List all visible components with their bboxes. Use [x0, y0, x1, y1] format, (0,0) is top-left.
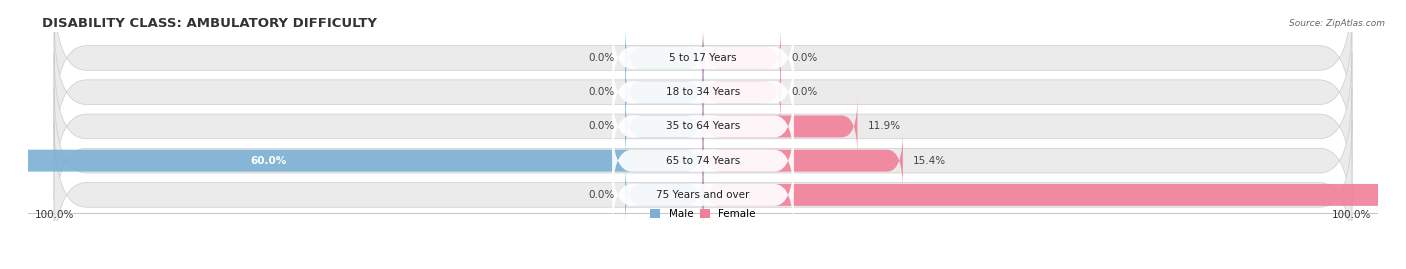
- Text: 75 Years and over: 75 Years and over: [657, 190, 749, 200]
- Legend: Male, Female: Male, Female: [650, 209, 756, 219]
- FancyBboxPatch shape: [53, 19, 1353, 165]
- FancyBboxPatch shape: [612, 52, 794, 133]
- FancyBboxPatch shape: [612, 154, 794, 235]
- Text: 0.0%: 0.0%: [589, 87, 614, 97]
- Text: 18 to 34 Years: 18 to 34 Years: [666, 87, 740, 97]
- Text: 0.0%: 0.0%: [589, 121, 614, 132]
- Text: 11.9%: 11.9%: [868, 121, 901, 132]
- FancyBboxPatch shape: [703, 96, 858, 157]
- Text: 35 to 64 Years: 35 to 64 Years: [666, 121, 740, 132]
- Text: 100.0%: 100.0%: [35, 210, 75, 220]
- FancyBboxPatch shape: [612, 17, 794, 98]
- Text: 0.0%: 0.0%: [589, 53, 614, 63]
- FancyBboxPatch shape: [703, 165, 1406, 225]
- Text: DISABILITY CLASS: AMBULATORY DIFFICULTY: DISABILITY CLASS: AMBULATORY DIFFICULTY: [42, 17, 377, 30]
- Text: 100.0%: 100.0%: [1331, 210, 1371, 220]
- Text: Source: ZipAtlas.com: Source: ZipAtlas.com: [1289, 19, 1385, 28]
- Text: 15.4%: 15.4%: [914, 156, 946, 166]
- FancyBboxPatch shape: [626, 62, 703, 122]
- Text: 0.0%: 0.0%: [792, 53, 817, 63]
- Text: 60.0%: 60.0%: [250, 156, 287, 166]
- FancyBboxPatch shape: [0, 130, 703, 191]
- FancyBboxPatch shape: [626, 96, 703, 157]
- Text: 0.0%: 0.0%: [589, 190, 614, 200]
- FancyBboxPatch shape: [53, 122, 1353, 268]
- FancyBboxPatch shape: [612, 120, 794, 201]
- Text: 0.0%: 0.0%: [792, 87, 817, 97]
- FancyBboxPatch shape: [703, 130, 903, 191]
- FancyBboxPatch shape: [53, 87, 1353, 234]
- FancyBboxPatch shape: [626, 28, 703, 88]
- Text: 5 to 17 Years: 5 to 17 Years: [669, 53, 737, 63]
- Text: 65 to 74 Years: 65 to 74 Years: [666, 156, 740, 166]
- FancyBboxPatch shape: [612, 86, 794, 167]
- FancyBboxPatch shape: [53, 53, 1353, 200]
- FancyBboxPatch shape: [703, 28, 780, 88]
- FancyBboxPatch shape: [626, 165, 703, 225]
- FancyBboxPatch shape: [703, 62, 780, 122]
- FancyBboxPatch shape: [53, 0, 1353, 131]
